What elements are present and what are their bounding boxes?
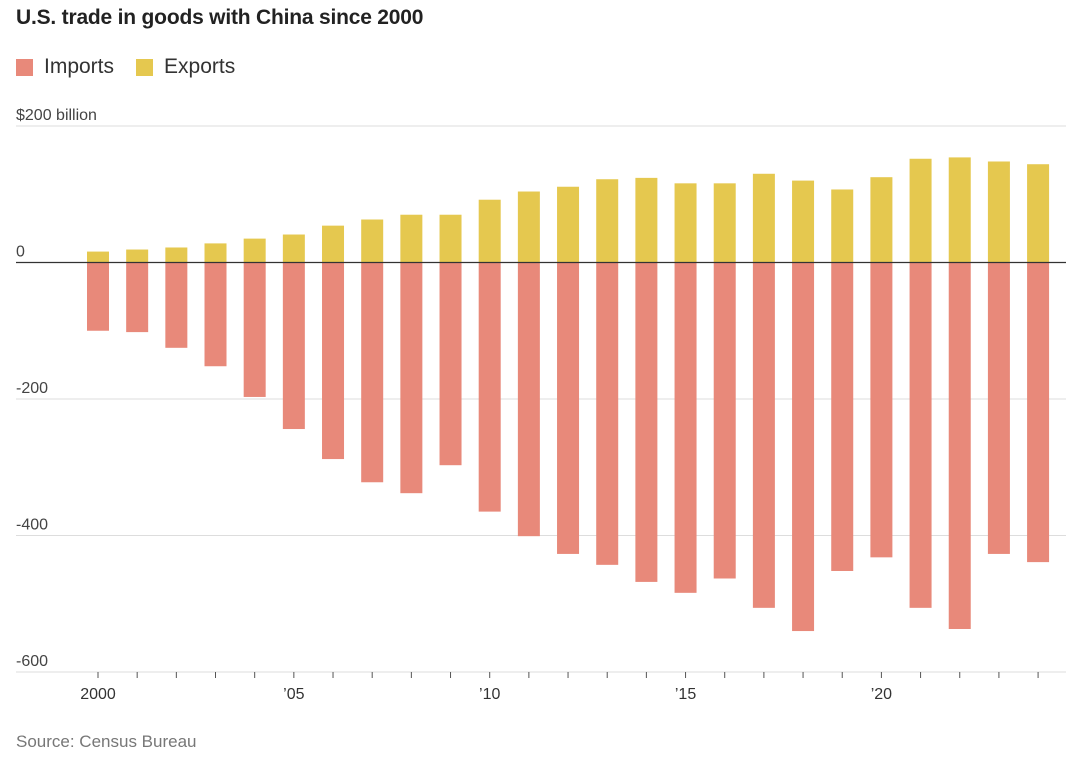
- export-bar: [126, 249, 149, 263]
- import-bar: [596, 262, 619, 565]
- x-tick-label: ’10: [479, 686, 500, 703]
- x-tick-label: 2000: [80, 686, 116, 703]
- import-bar: [400, 262, 423, 494]
- import-bar: [361, 262, 384, 483]
- import-bar: [165, 262, 188, 348]
- export-bar: [243, 238, 266, 263]
- export-bar: [557, 186, 580, 263]
- import-bar: [517, 262, 540, 537]
- import-bar: [478, 262, 501, 512]
- y-tick-label: -200: [16, 380, 48, 397]
- export-bar: [400, 214, 423, 263]
- import-bar: [674, 262, 697, 593]
- chart-title: U.S. trade in goods with China since 200…: [16, 6, 424, 29]
- export-bar: [87, 251, 109, 263]
- x-tick-label: ’05: [283, 686, 304, 703]
- export-bar: [987, 161, 1010, 263]
- export-bar: [596, 179, 619, 263]
- export-bar: [439, 214, 462, 263]
- import-bar: [713, 262, 736, 579]
- export-bar: [909, 158, 932, 263]
- export-bar: [792, 180, 815, 263]
- export-bar: [282, 234, 305, 263]
- import-bar: [243, 262, 266, 397]
- imports-swatch: [16, 58, 33, 76]
- import-bar: [909, 262, 932, 608]
- export-bar: [165, 247, 188, 263]
- import-bar: [126, 262, 149, 333]
- export-bar: [635, 177, 658, 263]
- legend-exports-label: Exports: [164, 55, 236, 78]
- export-bar: [752, 173, 775, 263]
- export-bar: [870, 177, 893, 263]
- import-bar: [282, 262, 305, 430]
- import-bar: [557, 262, 580, 554]
- export-bar: [1027, 164, 1050, 263]
- import-bar: [322, 262, 345, 460]
- export-bar: [204, 243, 227, 263]
- y-tick-label: -600: [16, 653, 48, 670]
- import-bar: [831, 262, 854, 571]
- export-bar: [478, 199, 501, 263]
- legend: Imports Exports: [16, 55, 257, 79]
- legend-item-imports: Imports: [16, 55, 114, 79]
- export-bar: [948, 157, 971, 263]
- legend-item-exports: Exports: [136, 55, 235, 79]
- import-bar: [987, 262, 1010, 554]
- y-tick-label: $200 billion: [16, 107, 97, 124]
- x-tick-label: ’20: [871, 686, 892, 703]
- export-bar: [517, 191, 540, 263]
- legend-imports-label: Imports: [44, 55, 115, 78]
- import-bar: [635, 262, 658, 582]
- export-bar: [713, 183, 736, 263]
- import-bar: [87, 262, 109, 331]
- x-tick-label: ’15: [675, 686, 696, 703]
- export-bar: [322, 225, 345, 263]
- y-tick-label: -400: [16, 517, 48, 534]
- export-bar: [831, 189, 854, 263]
- export-bar: [674, 183, 697, 263]
- import-bar: [439, 262, 462, 466]
- export-bar: [361, 219, 384, 263]
- source-note: Source: Census Bureau: [16, 732, 197, 751]
- exports-swatch: [136, 58, 154, 76]
- import-bar: [948, 262, 971, 630]
- import-bar: [1027, 262, 1050, 563]
- import-bar: [204, 262, 227, 367]
- import-bar: [792, 262, 815, 632]
- y-tick-label: 0: [16, 244, 25, 261]
- import-bar: [870, 262, 893, 558]
- import-bar: [752, 262, 775, 608]
